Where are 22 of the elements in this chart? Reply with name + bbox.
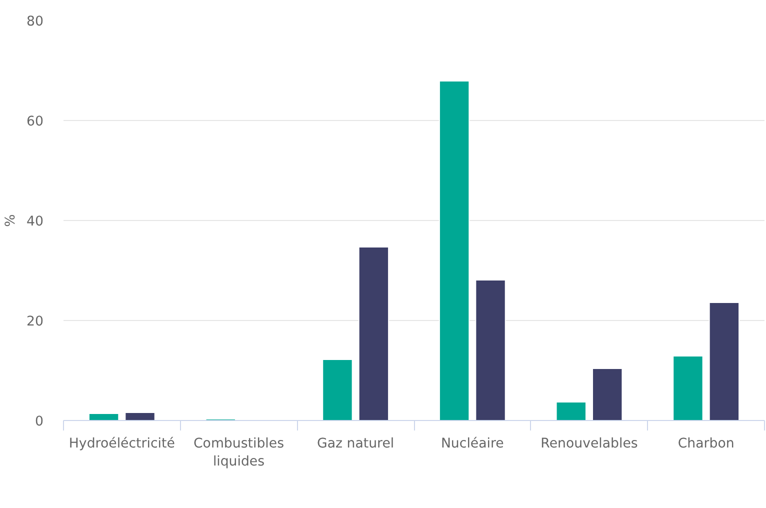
bar (672, 356, 704, 420)
x-tick-label: Nucléaire (440, 436, 504, 452)
y-axis-title: % (4, 214, 19, 227)
bar (124, 412, 156, 420)
bar (475, 280, 506, 420)
x-tick-label: Charbon (678, 436, 734, 452)
bar (556, 402, 586, 420)
y-tick-label: 80 (26, 14, 44, 30)
bar (708, 302, 740, 420)
bar (322, 359, 353, 420)
y-tick-label: 20 (26, 314, 44, 330)
bar (592, 368, 623, 420)
x-tick-label: Combustibles liquides (193, 436, 284, 470)
bar (438, 80, 470, 420)
x-tick-label: Renouvelables (540, 436, 638, 452)
y-tick-label: 0 (35, 414, 44, 430)
y-tick-label: 40 (26, 214, 44, 230)
x-tick-label: Gaz naturel (317, 436, 394, 452)
bar (358, 246, 390, 420)
y-tick-label: 60 (26, 114, 44, 130)
bar (88, 413, 120, 420)
x-tick-label: Hydroéléctricité (68, 436, 175, 452)
